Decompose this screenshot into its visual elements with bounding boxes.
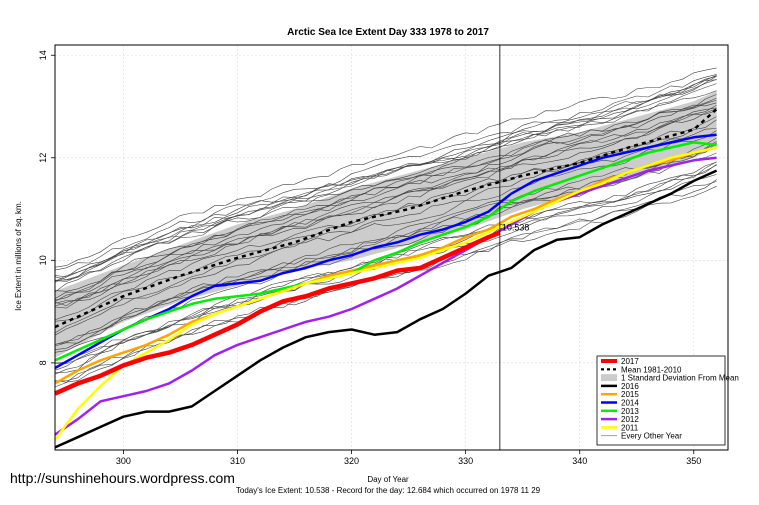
y-axis-label: Ice Extent in millions of sq. km. (14, 201, 23, 311)
footer-record: Today's Ice Extent: 10.538 - Record for … (236, 486, 541, 495)
legend-entry: 2012 (621, 415, 639, 424)
series-line-2012 (54, 156, 717, 436)
legend-entry: 2015 (621, 390, 639, 399)
series-line-2014 (54, 133, 717, 370)
other-year-line (54, 76, 717, 281)
other-year-line (54, 75, 717, 282)
sd-band-area (55, 91, 717, 358)
series-line-2011 (53, 146, 717, 441)
legend-entry: 2013 (621, 407, 639, 416)
y-tick-label: 12 (38, 153, 48, 163)
other-year-line (54, 67, 717, 268)
other-year-line (54, 83, 717, 281)
legend-entry: 1 Standard Deviation From Mean (621, 374, 739, 383)
other-year-line (54, 161, 717, 364)
other-year-line (54, 74, 717, 271)
series-line-2016 (54, 169, 718, 449)
other-year-line (54, 110, 717, 309)
x-tick-label: 340 (572, 456, 587, 466)
other-year-line (54, 99, 717, 299)
other-year-line (54, 79, 717, 282)
other-year-line (54, 108, 717, 307)
chart-title: Arctic Sea Ice Extent Day 333 1978 to 20… (287, 27, 489, 38)
other-year-line (54, 105, 717, 304)
legend-box (596, 355, 726, 446)
other-year-line (54, 119, 717, 322)
x-axis-label: Day of Year (367, 475, 409, 484)
series-line-2015 (54, 146, 717, 385)
legend-entry: Mean 1981-2010 (621, 365, 682, 374)
series-line-2017 (54, 230, 501, 396)
other-year-line (54, 76, 717, 283)
series-lines (53, 108, 718, 449)
x-tick-label: 320 (344, 456, 359, 466)
other-year-line (54, 94, 717, 301)
y-tick-label: 8 (38, 360, 48, 365)
x-tick-label: 350 (686, 456, 701, 466)
sd-band (55, 91, 717, 358)
x-axis-ticks: 300 310 320 330 340 350 (116, 450, 701, 466)
y-axis-ticks: 8 10 12 14 (38, 50, 55, 365)
other-year-line (54, 128, 717, 334)
legend-entry: 2011 (621, 423, 639, 432)
other-year-line (54, 97, 717, 292)
x-tick-label: 300 (116, 456, 131, 466)
x-tick-label: 310 (230, 456, 245, 466)
legend-entry: 2017 (621, 357, 639, 366)
legend-entry: 2014 (621, 399, 639, 408)
legend-entry: 2016 (621, 382, 639, 391)
series-line-mean-1981-2010 (54, 108, 718, 329)
other-year-line (54, 102, 717, 302)
series-line-2013 (54, 141, 717, 362)
y-tick-label: 14 (38, 50, 48, 60)
watermark: http://sunshinehours.wordpress.com (10, 470, 235, 486)
legend-entry: Every Other Year (621, 432, 682, 441)
x-tick-label: 330 (458, 456, 473, 466)
today-value-label: 10.538 (502, 223, 530, 233)
y-tick-label: 10 (38, 255, 48, 265)
plot-frame (54, 44, 729, 451)
